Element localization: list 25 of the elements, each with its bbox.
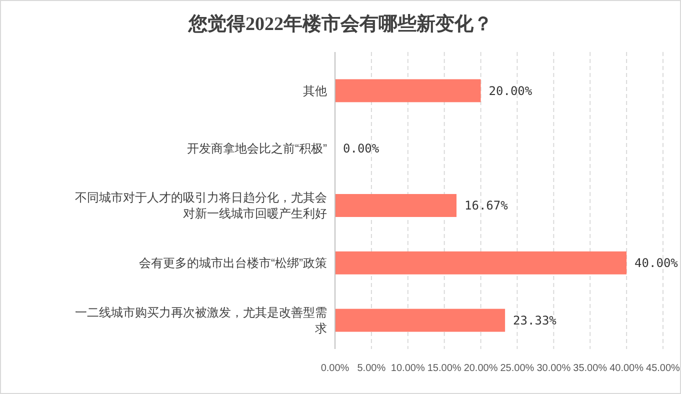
x-tick-label: 40.00% bbox=[610, 363, 644, 374]
data-label: 20.00% bbox=[488, 84, 533, 98]
x-tick-label: 25.00% bbox=[500, 363, 534, 374]
data-label: 16.67% bbox=[464, 198, 509, 213]
x-tick-label: 20.00% bbox=[464, 363, 498, 374]
chart-title: 您觉得2022年楼市会有哪些新变化？ bbox=[188, 13, 492, 35]
bar bbox=[335, 79, 481, 102]
data-label: 23.33% bbox=[513, 314, 558, 328]
bar bbox=[335, 308, 506, 332]
x-tick-label: 5.00% bbox=[357, 363, 386, 374]
y-tick-label: 一二线城市购买力再次被激发，尤其是改善型需求 bbox=[75, 306, 327, 336]
x-tick-label: 10.00% bbox=[390, 363, 425, 374]
bar bbox=[335, 251, 627, 274]
data-label: 0.00% bbox=[343, 141, 380, 156]
x-tick-label: 30.00% bbox=[536, 363, 571, 374]
y-tick-label: 开发商拿地会比之前“积极” bbox=[187, 141, 327, 156]
y-tick-label: 不同城市对于人才的吸引力将日趋分化，尤其会对新一线城市回暖产生利好 bbox=[75, 190, 327, 221]
x-tick-label: 45.00% bbox=[646, 363, 680, 374]
y-tick-label: 其他 bbox=[303, 84, 327, 98]
bar bbox=[335, 194, 457, 217]
x-tick-label: 0.00% bbox=[320, 363, 350, 374]
data-label: 40.00% bbox=[634, 256, 679, 270]
y-tick-label: 会有更多的城市出台楼市“松绑”政策 bbox=[139, 256, 327, 270]
x-tick-label: 35.00% bbox=[573, 363, 608, 374]
x-tick-label: 15.00% bbox=[427, 363, 462, 374]
